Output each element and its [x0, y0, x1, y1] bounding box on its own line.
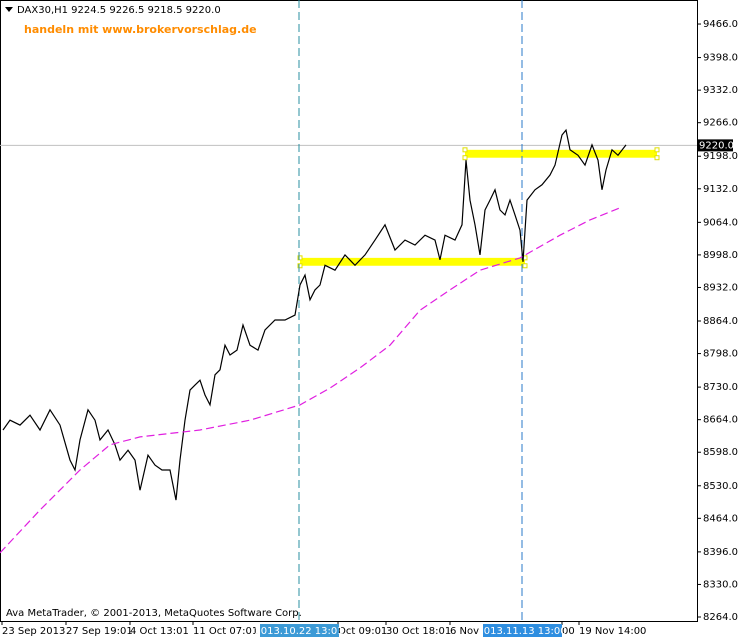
footer: Ava MetaTrader, © 2001-2013, MetaQuotes … [6, 608, 302, 619]
x-tick-label: 27 Sep 19:01 [66, 626, 133, 637]
zone-handle [297, 255, 303, 261]
zone-handle [654, 155, 660, 161]
vline-label: 2013.11.13 13:00 [477, 626, 566, 637]
y-tick-label: 8264.0 [703, 612, 738, 623]
y-tick-label: 8598.0 [703, 447, 738, 458]
zone-handle [654, 147, 660, 153]
zone [300, 257, 525, 266]
zone-handle [462, 155, 468, 161]
last-price-box [697, 139, 733, 152]
zone [465, 149, 657, 158]
y-tick-label: 8330.0 [703, 579, 738, 590]
y-tick-label: 8998.0 [703, 250, 738, 261]
plot-frame [0, 0, 698, 622]
x-tick-label: 23 Sep 2013 [2, 626, 65, 637]
zone-handle [462, 147, 468, 153]
y-tick-label: 9332.0 [703, 85, 738, 96]
y-tick-label: 9266.0 [703, 118, 738, 129]
y-tick-label: 9064.0 [703, 217, 738, 228]
x-tick-label: 30 Oct 18:01 [386, 626, 451, 637]
zone-handle [297, 263, 303, 269]
subtitle: handeln mit www.brokervorschlag.de [24, 23, 257, 36]
x-tick-label: 00 [562, 626, 575, 637]
y-tick-label: 9466.0 [703, 19, 738, 30]
y-tick-label: 8396.0 [703, 547, 738, 558]
menu-arrow[interactable] [5, 7, 13, 12]
x-tick-label: 6 Nov 1 [450, 626, 489, 637]
chart-title: DAX30,H1 9224.5 9226.5 9218.5 9220.0 [17, 5, 221, 16]
vline-label-box [483, 624, 562, 637]
y-tick-label: 8530.0 [703, 481, 738, 492]
x-tick-label: 11 Oct 07:01 [193, 626, 258, 637]
y-tick-label: 9198.0 [703, 151, 738, 162]
y-tick-label: 8664.0 [703, 415, 738, 426]
y-tick-label: 8932.0 [703, 282, 738, 293]
last-price-label: 9220.0 [699, 140, 734, 151]
x-tick-label: 19 Nov 14:00 [579, 626, 646, 637]
zone-handle [522, 263, 528, 269]
vline-label: 2013.10.22 13:01 [254, 626, 343, 637]
moving-average [0, 206, 623, 554]
y-tick-label: 9398.0 [703, 53, 738, 64]
y-tick-label: 8464.0 [703, 513, 738, 524]
y-tick-label: 8864.0 [703, 316, 738, 327]
y-tick-label: 8798.0 [703, 349, 738, 360]
price-line [2, 128, 627, 501]
x-tick-label: 4 Oct 13:01 [130, 626, 189, 637]
x-tick-label: Oct 09:01 [338, 626, 387, 637]
y-tick-label: 9132.0 [703, 184, 738, 195]
vline-label-box [260, 624, 339, 637]
y-tick-label: 8730.0 [703, 382, 738, 393]
